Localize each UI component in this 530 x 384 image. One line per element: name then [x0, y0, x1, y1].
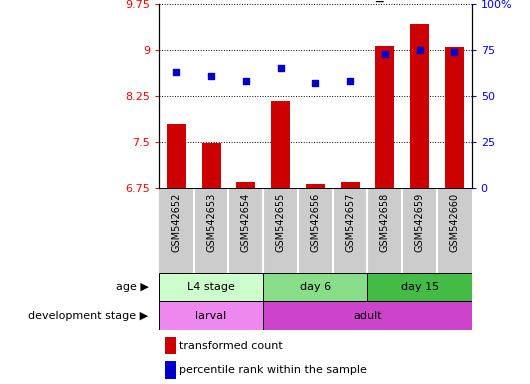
Bar	[263, 273, 367, 301]
Text: age ▶: age ▶	[116, 282, 148, 292]
Point	[416, 47, 424, 53]
Text: GSM542659: GSM542659	[414, 192, 425, 252]
Bar	[306, 184, 325, 188]
Bar	[341, 182, 360, 188]
Bar	[159, 301, 263, 330]
Text: larval: larval	[196, 311, 227, 321]
Text: GSM542655: GSM542655	[276, 192, 286, 252]
Text: development stage ▶: development stage ▶	[28, 311, 148, 321]
Text: percentile rank within the sample: percentile rank within the sample	[179, 365, 367, 375]
Text: L4 stage: L4 stage	[187, 282, 235, 292]
Text: GSM542658: GSM542658	[380, 192, 390, 252]
Text: GSM542653: GSM542653	[206, 192, 216, 252]
Point	[311, 80, 320, 86]
Bar	[375, 46, 394, 188]
Point	[381, 51, 389, 57]
Text: transformed count: transformed count	[179, 341, 283, 351]
Point	[207, 73, 215, 79]
Bar	[159, 273, 263, 301]
Bar	[445, 47, 464, 188]
Bar	[263, 301, 472, 330]
Text: day 6: day 6	[300, 282, 331, 292]
Text: day 15: day 15	[401, 282, 439, 292]
Bar	[201, 143, 220, 188]
Text: GSM542656: GSM542656	[311, 192, 320, 252]
Point	[276, 65, 285, 71]
Bar	[236, 182, 255, 188]
Point	[172, 69, 181, 75]
Bar	[271, 101, 290, 188]
Text: GSM542654: GSM542654	[241, 192, 251, 252]
Bar	[367, 273, 472, 301]
Text: GSM542652: GSM542652	[171, 192, 181, 252]
Title: GDS3943 / 176887_at: GDS3943 / 176887_at	[232, 0, 399, 2]
Text: GSM542657: GSM542657	[345, 192, 355, 252]
Bar	[167, 124, 186, 188]
Bar	[165, 361, 176, 379]
Point	[346, 78, 355, 84]
Text: adult: adult	[353, 311, 382, 321]
Point	[242, 78, 250, 84]
Text: GSM542660: GSM542660	[449, 192, 460, 252]
Bar	[165, 337, 176, 354]
Bar	[410, 24, 429, 188]
Point	[450, 49, 458, 55]
